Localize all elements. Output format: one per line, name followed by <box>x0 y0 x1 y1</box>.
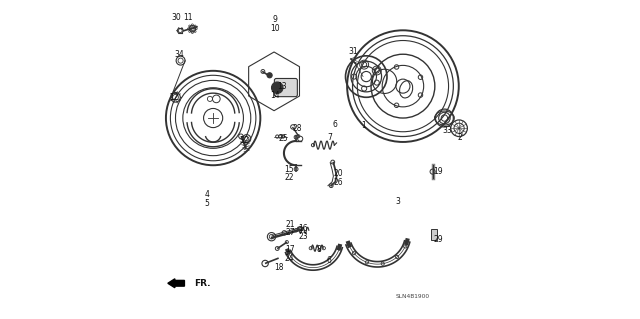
Text: 17: 17 <box>285 245 294 254</box>
FancyArrow shape <box>168 279 184 288</box>
Text: 13: 13 <box>278 82 287 91</box>
Text: 9: 9 <box>273 15 278 24</box>
Text: 30: 30 <box>171 13 180 22</box>
Text: 34: 34 <box>175 50 184 59</box>
Text: 21: 21 <box>286 220 296 229</box>
Text: 7: 7 <box>327 133 332 142</box>
Text: 23: 23 <box>299 232 308 241</box>
Text: 12: 12 <box>169 93 179 102</box>
Text: 27: 27 <box>286 228 296 237</box>
Text: 24: 24 <box>285 254 294 263</box>
Text: 6: 6 <box>333 120 338 129</box>
Text: 29: 29 <box>433 235 443 244</box>
Text: 6: 6 <box>326 256 332 265</box>
Text: 18: 18 <box>275 263 284 272</box>
Text: 8: 8 <box>317 245 321 254</box>
Text: 14: 14 <box>270 91 280 100</box>
Circle shape <box>271 82 283 93</box>
Text: 3: 3 <box>396 197 401 206</box>
Text: 32: 32 <box>239 137 249 145</box>
Text: 4: 4 <box>204 190 209 199</box>
Text: SLN4B1900: SLN4B1900 <box>396 293 429 299</box>
Bar <box>431 229 437 240</box>
Text: 16: 16 <box>299 224 308 233</box>
Text: 19: 19 <box>433 167 443 176</box>
Text: 31: 31 <box>348 47 358 56</box>
Text: 33: 33 <box>442 126 452 135</box>
Text: 26: 26 <box>333 178 343 187</box>
Text: 22: 22 <box>285 173 294 182</box>
Circle shape <box>267 73 272 78</box>
Text: 20: 20 <box>333 169 343 178</box>
Text: 11: 11 <box>183 13 193 22</box>
Text: 10: 10 <box>271 24 280 33</box>
Text: 28: 28 <box>293 124 303 133</box>
Text: 2: 2 <box>458 133 463 142</box>
FancyBboxPatch shape <box>275 78 298 97</box>
Text: 5: 5 <box>204 199 209 208</box>
Text: FR.: FR. <box>194 279 211 288</box>
Text: 15: 15 <box>285 165 294 174</box>
Text: 1: 1 <box>362 121 366 130</box>
Text: 25: 25 <box>279 134 289 143</box>
